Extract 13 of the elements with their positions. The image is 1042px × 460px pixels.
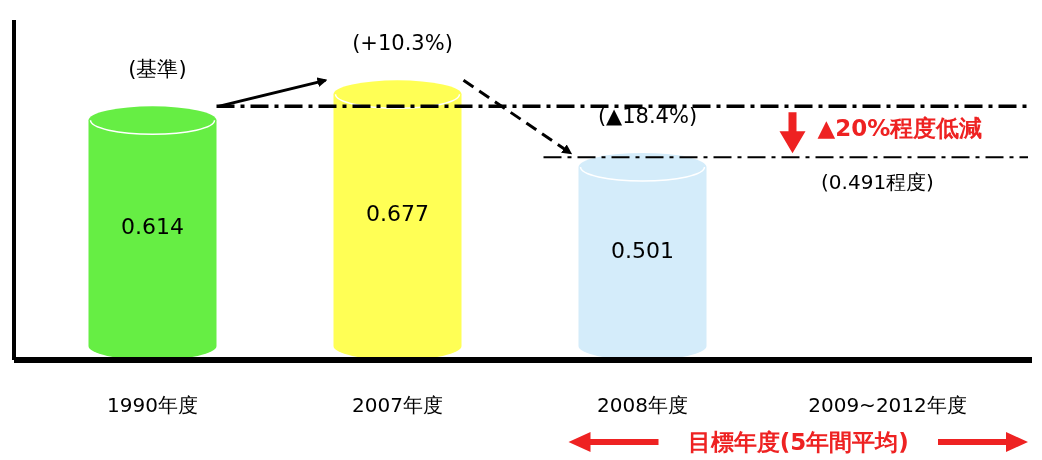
annotation: ▲20%程度低減: [817, 114, 983, 141]
x-tick-label: 2007年度: [352, 393, 443, 417]
data-label: 0.614: [121, 214, 184, 240]
data-label: 0.501: [611, 237, 674, 263]
x-tick-label: 1990年度: [107, 393, 198, 417]
x-tick-label: 2008年度: [597, 393, 688, 417]
text: 目標年度(5年間平均): [687, 429, 909, 455]
annotation: (基準): [128, 57, 187, 82]
data-label: 0.677: [366, 201, 429, 227]
annotation: (▲18.4%): [597, 104, 698, 129]
x-tick-label: 2009~2012年度: [808, 393, 967, 417]
annotation: (+10.3%): [352, 31, 453, 56]
ref-line-label: (0.491程度): [821, 170, 934, 195]
